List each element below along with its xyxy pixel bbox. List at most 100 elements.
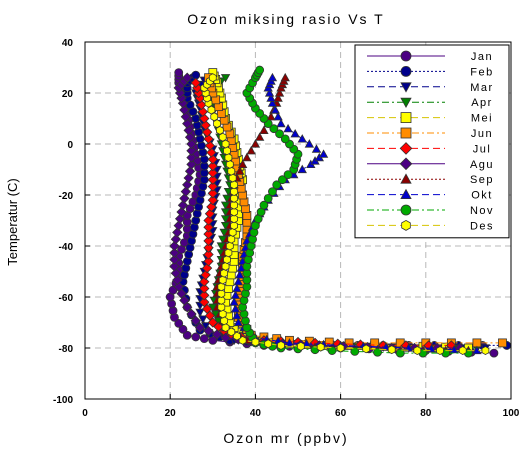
data-point (220, 332, 231, 343)
data-point (220, 74, 231, 83)
data-point (230, 193, 238, 203)
data-point (186, 308, 197, 320)
data-point (229, 297, 239, 306)
data-point (311, 144, 322, 153)
data-point (197, 106, 209, 117)
legend-marker (400, 97, 412, 109)
data-point (233, 317, 244, 327)
data-point (186, 138, 197, 150)
data-point (174, 68, 184, 77)
y-tick-label: -100 (53, 395, 73, 406)
data-point (316, 342, 325, 352)
data-point (217, 289, 226, 299)
data-point (190, 77, 201, 88)
data-point (220, 268, 229, 278)
data-point (221, 139, 230, 149)
data-point (173, 220, 184, 231)
legend-item: Nov (367, 204, 493, 217)
data-point (269, 124, 279, 134)
legend-item: Agu (367, 157, 494, 171)
legend-item: Jun (367, 127, 492, 140)
data-point (207, 160, 218, 172)
x-tick-label: 100 (503, 408, 520, 419)
data-point (230, 290, 241, 299)
legend-item: Jan (367, 50, 492, 63)
legend-label: Agu (470, 159, 494, 171)
data-point (172, 274, 183, 286)
data-point (268, 187, 277, 197)
legend-marker (399, 142, 413, 155)
data-point (207, 181, 218, 192)
data-point (186, 152, 197, 163)
data-point (387, 345, 396, 355)
data-point (235, 166, 245, 175)
data-point (304, 139, 315, 148)
chart-title: Ozon miksing rasio Vs T (187, 11, 384, 27)
data-point (207, 174, 218, 185)
data-point (259, 200, 269, 210)
legend-item: Mei (367, 112, 493, 125)
data-point (221, 261, 230, 271)
data-point (237, 159, 248, 169)
data-point (217, 295, 226, 305)
data-point (225, 159, 234, 169)
data-point (182, 330, 192, 340)
y-tick-label: 0 (67, 140, 73, 151)
data-point (264, 339, 273, 349)
data-point (283, 170, 293, 180)
data-point (203, 133, 214, 145)
legend-label: Mei (471, 113, 493, 125)
data-point (274, 88, 285, 97)
data-point (182, 72, 193, 83)
data-point (200, 269, 211, 281)
axis-ticks: 0 20 40 60 80 100 -100 -80 -60 -40 -20 0 20 40 (53, 38, 520, 419)
legend-box (354, 44, 510, 239)
y-tick-label: -40 (59, 242, 74, 253)
data-point (277, 340, 285, 350)
data-point (232, 283, 242, 293)
data-point (267, 98, 278, 107)
data-point (194, 322, 206, 333)
data-point (228, 173, 237, 183)
data-point (272, 180, 282, 190)
data-point (199, 276, 210, 287)
legend-marker (400, 188, 412, 200)
data-point (184, 166, 196, 177)
data-point (178, 324, 188, 334)
data-point (207, 167, 218, 179)
data-point (284, 338, 295, 347)
data-point (179, 193, 190, 204)
y-axis-label: Temperatur (C) (5, 178, 20, 265)
data-point (472, 338, 482, 348)
data-point (255, 65, 265, 75)
data-point (183, 172, 194, 184)
data-point (172, 227, 183, 238)
data-point (230, 207, 238, 217)
legend: Jan Feb Mar Apr Mei Jun Jul Agu Sep Okt Nov Des (354, 44, 510, 239)
data-point (232, 310, 242, 320)
data-point (213, 119, 221, 129)
data-point (283, 123, 293, 133)
data-point (199, 283, 210, 294)
legend-marker (399, 157, 413, 171)
data-point (193, 87, 204, 99)
data-point (217, 302, 226, 312)
data-point (280, 72, 290, 82)
legend-label: Sep (470, 174, 494, 186)
legend-item: Mar (367, 82, 492, 94)
data-point (217, 282, 226, 292)
data-point (230, 187, 238, 197)
data-point (177, 200, 189, 211)
data-point (196, 99, 207, 111)
data-point (203, 215, 214, 226)
legend-label: Apr (471, 97, 493, 109)
data-point (224, 153, 233, 163)
y-tick-label: -20 (59, 191, 74, 202)
data-point (327, 346, 337, 355)
data-point (458, 346, 467, 356)
data-point (201, 126, 213, 138)
data-point (203, 228, 214, 240)
data-point (224, 248, 233, 258)
data-point (297, 164, 307, 174)
